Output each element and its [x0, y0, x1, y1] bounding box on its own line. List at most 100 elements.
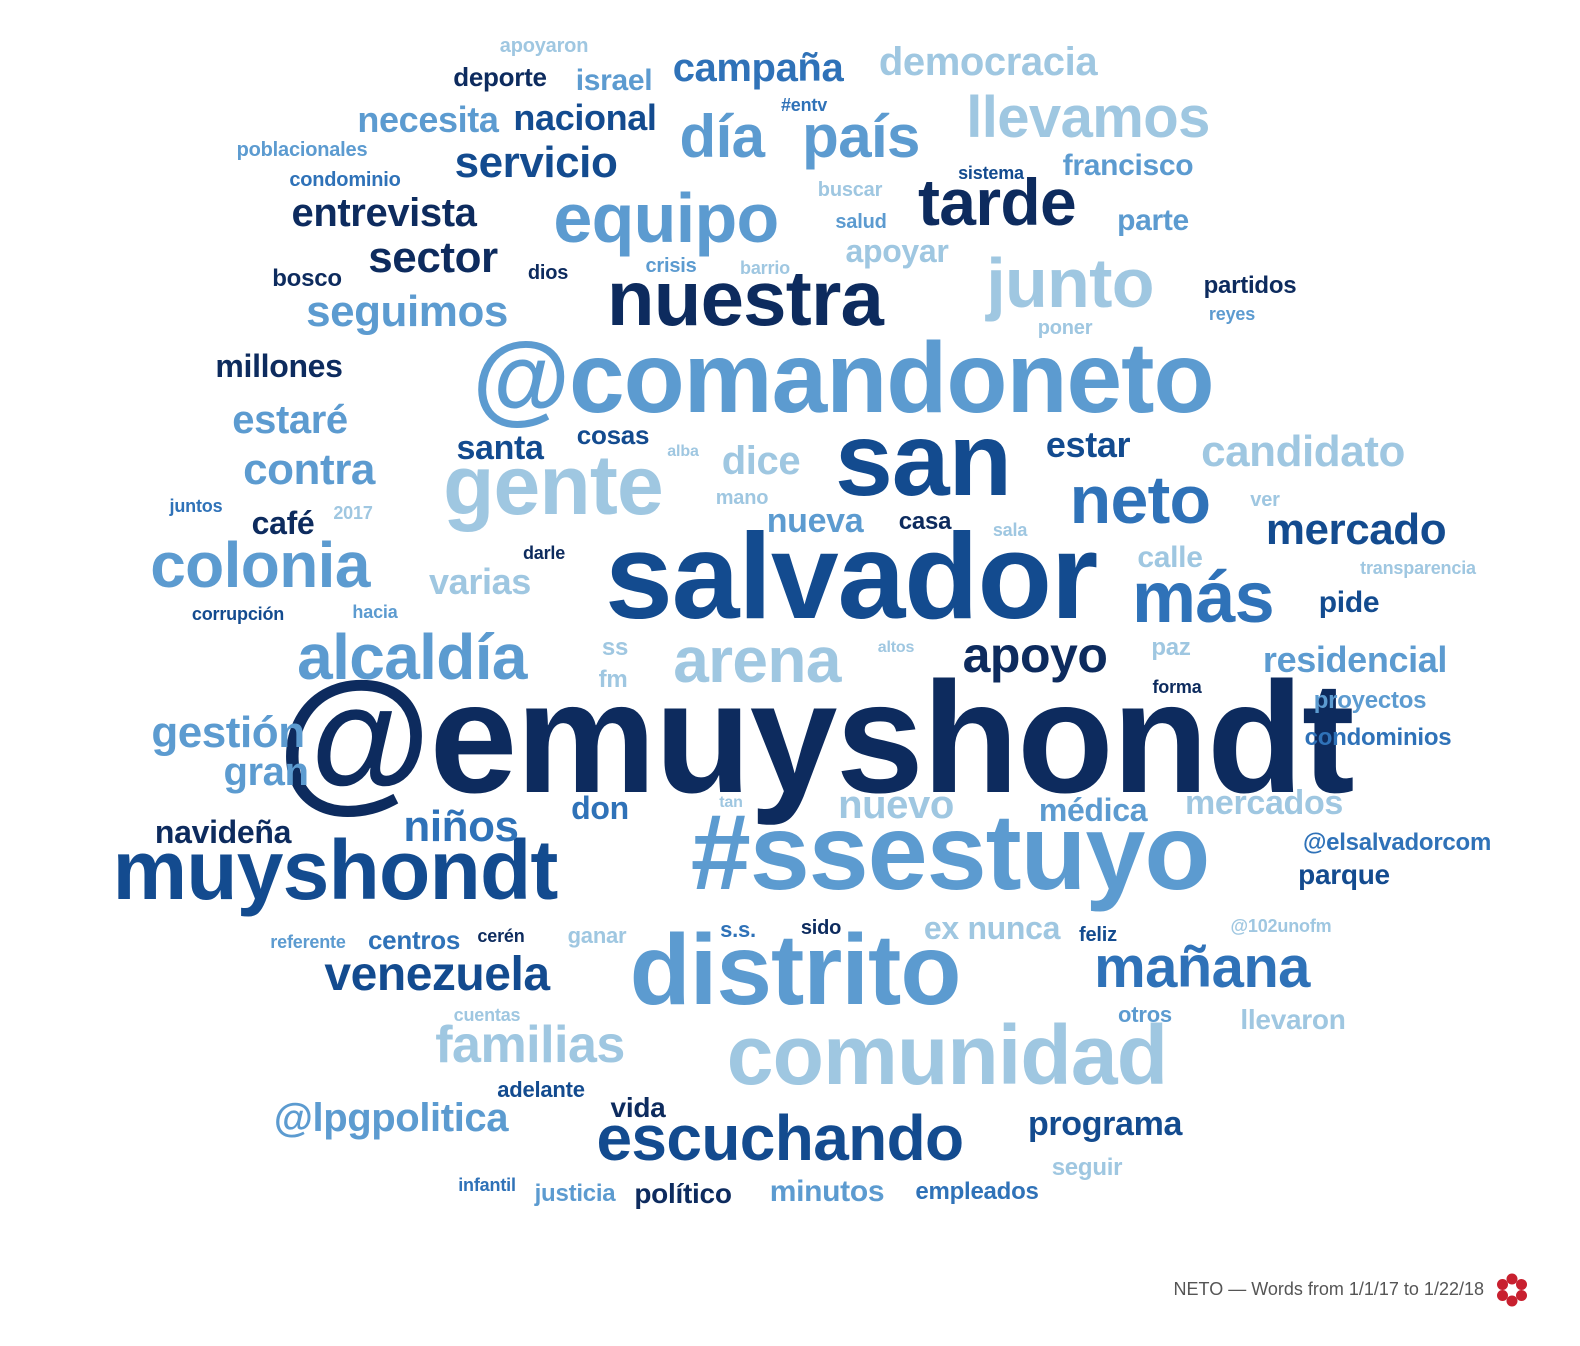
word-ceren: cerén: [477, 926, 525, 946]
word-entv: #entv: [780, 95, 828, 115]
word-entrevista: entrevista: [291, 191, 477, 235]
red-flower-icon: [1497, 1273, 1527, 1307]
word-ver: ver: [1250, 489, 1280, 511]
word-empleados: empleados: [915, 1178, 1039, 1205]
word-barrio: barrio: [740, 258, 790, 278]
word-feliz: feliz: [1079, 924, 1117, 946]
word-dice: dice: [721, 439, 801, 483]
word-apoyo: apoyo: [962, 627, 1108, 683]
word-gente: gente: [443, 438, 664, 532]
word-buscar: buscar: [817, 179, 883, 201]
word-ganar: ganar: [567, 923, 627, 948]
word-juntos: juntos: [169, 496, 223, 516]
word-residencial: residencial: [1262, 639, 1448, 680]
word-comunidad: comunidad: [726, 1008, 1168, 1102]
word-darle: darle: [522, 543, 566, 563]
word-apoyaron: apoyaron: [499, 35, 589, 57]
word-ss-dot: s.s.: [720, 917, 756, 942]
word-colonia: colonia: [150, 529, 370, 601]
word-infantil: infantil: [458, 1175, 516, 1195]
word-nueva: nueva: [766, 502, 864, 540]
word-venezuela: venezuela: [324, 948, 550, 1001]
word-sector: sector: [368, 233, 498, 282]
word-crisis: crisis: [645, 255, 697, 277]
word-justicia: justicia: [534, 1180, 616, 1207]
word-millones: millones: [215, 348, 343, 384]
word-condominio: condominio: [289, 169, 401, 191]
word-sala: sala: [992, 520, 1028, 540]
word-2017: 2017: [333, 503, 373, 523]
word-pais: país: [802, 103, 920, 170]
word-neto: neto: [1069, 462, 1212, 538]
word-candidato: candidato: [1201, 427, 1405, 476]
word-distrito: distrito: [629, 914, 962, 1026]
word-ssestuyo: #ssestuyo: [690, 791, 1211, 912]
word-paz: paz: [1151, 634, 1191, 661]
word-elsalvadorcom: @elsalvadorcom: [1302, 829, 1492, 856]
word-bosco: bosco: [272, 265, 342, 292]
word-salud: salud: [835, 211, 887, 233]
word-tan: tan: [719, 794, 743, 811]
word-sido: sido: [800, 917, 842, 939]
word-ninos: niños: [403, 802, 519, 851]
word-centros: centros: [367, 925, 461, 955]
word-parte: parte: [1117, 204, 1189, 237]
word-comandoneto: @comandoneto: [472, 322, 1214, 434]
word-salvador: salvador: [604, 508, 1098, 644]
word-minutos: minutos: [769, 1175, 885, 1208]
word-estare: estaré: [232, 398, 348, 442]
footer-caption: NETO — Words from 1/1/17 to 1/22/18: [1173, 1279, 1484, 1299]
word-cuentas: cuentas: [453, 1005, 521, 1025]
word-ex-nunca: ex nunca: [923, 910, 1061, 946]
word-san: san: [834, 402, 1012, 518]
word-parque: parque: [1298, 859, 1390, 890]
word-deporte: deporte: [453, 62, 547, 92]
word-arena: arena: [673, 624, 841, 696]
word-llevamos: llevamos: [966, 85, 1210, 150]
word-democracia: democracia: [878, 40, 1098, 84]
word-cafe: café: [251, 505, 315, 541]
word-lpgpolitica: @lpgpolitica: [273, 1096, 509, 1140]
word-poblacionales: poblacionales: [236, 139, 368, 161]
word-cosas: cosas: [576, 420, 650, 450]
word-equipo: equipo: [553, 179, 779, 257]
word-servicio: servicio: [454, 138, 618, 187]
word-otros: otros: [1118, 1002, 1172, 1027]
word-adelante: adelante: [497, 1077, 585, 1102]
word-ss: ss: [601, 634, 629, 661]
word-llevaron: llevaron: [1240, 1004, 1346, 1035]
word-don: don: [571, 790, 629, 826]
word-mercado: mercado: [1265, 505, 1447, 554]
word-escuchando: escuchando: [596, 1102, 964, 1174]
word-casa: casa: [898, 508, 952, 535]
word-poner: poner: [1037, 317, 1093, 339]
word-programa: programa: [1027, 1105, 1183, 1143]
word-transparencia: transparencia: [1360, 558, 1476, 578]
word-israel: israel: [575, 64, 653, 97]
word-fm: fm: [598, 666, 628, 693]
word-condominios: condominios: [1304, 724, 1452, 751]
word-contra: contra: [243, 445, 375, 494]
word-forma: forma: [1152, 677, 1202, 697]
word-navidena: navideña: [154, 814, 292, 850]
word-mercados: mercados: [1185, 784, 1343, 822]
word-reyes: reyes: [1208, 304, 1256, 324]
word-emuyshondt: @emuyshondt: [277, 650, 1355, 826]
word-partidos: partidos: [1203, 272, 1297, 299]
word-proyectos: proyectos: [1313, 687, 1427, 714]
word-necesita: necesita: [357, 99, 499, 140]
word-hacia: hacia: [352, 602, 398, 622]
word-junto: junto: [986, 244, 1154, 322]
word-102unofm: @102unofm: [1230, 916, 1332, 936]
word-seguimos: seguimos: [306, 287, 508, 336]
word-nacional: nacional: [513, 97, 657, 138]
word-nuestra: nuestra: [606, 254, 884, 342]
word-alba: alba: [667, 443, 699, 460]
word-medica: médica: [1038, 792, 1148, 828]
word-alcaldia: alcaldía: [297, 621, 527, 693]
word-nuevo: nuevo: [838, 783, 954, 827]
word-referente: referente: [270, 932, 346, 952]
word-calle: calle: [1137, 541, 1203, 574]
word-seguir: seguir: [1051, 1154, 1123, 1181]
